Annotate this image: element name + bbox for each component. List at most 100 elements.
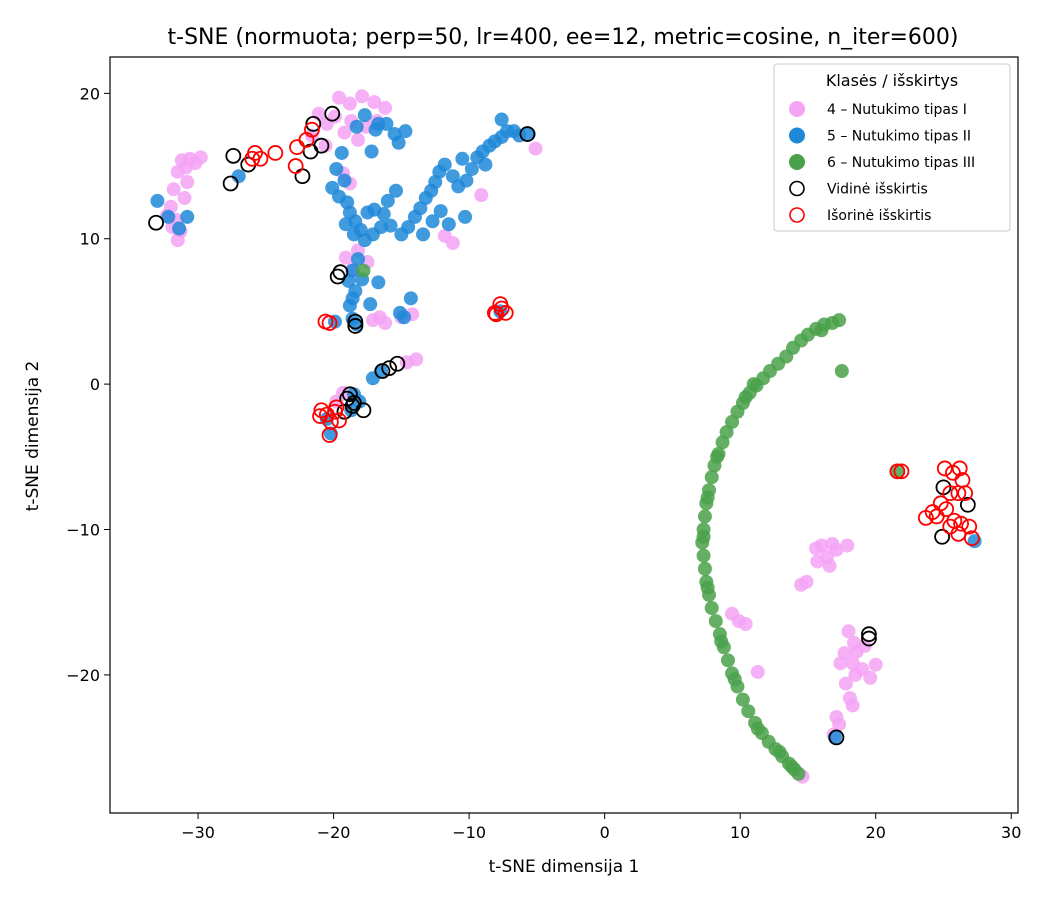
data-point bbox=[700, 490, 715, 505]
data-point bbox=[700, 580, 715, 595]
data-point bbox=[161, 209, 176, 224]
legend-label: Išorinė išskirtis bbox=[827, 208, 931, 224]
data-point bbox=[727, 672, 742, 687]
data-point bbox=[371, 116, 386, 131]
outlier-ring bbox=[324, 105, 341, 122]
data-point bbox=[458, 209, 473, 224]
series-6 bbox=[356, 263, 905, 781]
legend-marker bbox=[789, 180, 805, 197]
outlier-ring bbox=[936, 460, 953, 477]
data-point bbox=[822, 558, 837, 573]
data-point bbox=[868, 657, 883, 672]
outlier-ring bbox=[932, 495, 949, 512]
legend-entry: 5 – Nutukimo tipas II bbox=[789, 127, 971, 145]
data-point bbox=[334, 145, 349, 160]
outlier-ring bbox=[389, 355, 406, 372]
data-point bbox=[383, 218, 398, 233]
data-point bbox=[355, 89, 370, 104]
data-point bbox=[180, 175, 195, 190]
outlier-ring bbox=[328, 399, 345, 416]
outlier-ring bbox=[861, 630, 877, 647]
outlier-ring bbox=[321, 315, 338, 331]
outlier-ring bbox=[861, 626, 877, 643]
outlier-ring bbox=[889, 463, 906, 480]
legend-entry: Vidinė išskirtis bbox=[789, 180, 928, 198]
data-point bbox=[521, 127, 536, 142]
x-tick-label: 10 bbox=[730, 823, 750, 842]
outlier-ring bbox=[267, 145, 284, 161]
data-point bbox=[351, 252, 366, 267]
outlier-ring bbox=[355, 402, 372, 419]
data-point bbox=[170, 233, 185, 248]
outlier-ring bbox=[347, 318, 364, 334]
x-tick-label: 30 bbox=[1001, 823, 1021, 842]
data-point bbox=[356, 263, 371, 278]
data-point bbox=[838, 676, 853, 691]
y-axis-label: t-SNE dimensija 2 bbox=[23, 361, 43, 512]
data-point bbox=[363, 297, 378, 312]
data-point bbox=[845, 698, 860, 713]
legend-marker bbox=[789, 127, 805, 144]
outlier-ring bbox=[934, 528, 951, 545]
outlier-ring bbox=[964, 530, 980, 547]
legend-entry: 6 – Nutukimo tipas III bbox=[789, 154, 975, 171]
data-point bbox=[455, 151, 470, 166]
data-point bbox=[474, 188, 489, 203]
data-point bbox=[177, 191, 192, 206]
data-point bbox=[338, 217, 353, 232]
outlier-ring bbox=[344, 398, 361, 414]
data-point bbox=[810, 554, 825, 569]
data-point bbox=[397, 310, 412, 325]
legend-title: Klasės / išskirtys bbox=[826, 71, 958, 90]
data-point bbox=[814, 538, 829, 553]
outlier-ring bbox=[959, 496, 976, 513]
outlier-ring bbox=[381, 360, 398, 377]
data-point bbox=[172, 221, 187, 236]
data-point bbox=[829, 542, 844, 557]
outlier-ring bbox=[953, 515, 969, 532]
legend-marker bbox=[789, 207, 805, 223]
data-point bbox=[367, 95, 382, 110]
data-point bbox=[380, 193, 395, 208]
data-point bbox=[704, 470, 719, 485]
chart-title: t-SNE (normuota; perp=50, lr=400, ee=12,… bbox=[168, 25, 959, 50]
data-point bbox=[834, 364, 849, 379]
data-point bbox=[337, 125, 352, 140]
legend-label: Vidinė išskirtis bbox=[827, 182, 928, 198]
outlier-ring bbox=[305, 115, 322, 132]
x-axis: −30 −20 −10 0 10 20 30 bbox=[181, 813, 1021, 842]
x-tick-label: −30 bbox=[181, 823, 215, 842]
outlier-ring bbox=[942, 518, 959, 535]
data-point bbox=[720, 653, 735, 668]
outlier-ring bbox=[928, 508, 945, 525]
data-point bbox=[708, 614, 723, 629]
data-point bbox=[750, 664, 765, 679]
outlier-ring bbox=[347, 313, 364, 330]
data-point bbox=[338, 250, 353, 265]
data-point bbox=[697, 509, 712, 524]
data-point bbox=[750, 721, 765, 736]
data-point bbox=[833, 656, 848, 671]
legend-frame bbox=[773, 63, 1011, 232]
outlier-ring bbox=[519, 126, 536, 142]
data-point bbox=[342, 96, 357, 111]
x-tick-label: −20 bbox=[317, 823, 351, 842]
legend-label: 5 – Nutukimo tipas II bbox=[827, 129, 971, 145]
outlier-ring bbox=[225, 147, 242, 164]
data-point bbox=[398, 124, 413, 139]
data-point bbox=[337, 173, 352, 188]
data-point bbox=[364, 144, 379, 159]
data-point bbox=[459, 173, 474, 188]
inner-outliers bbox=[148, 105, 976, 746]
data-point bbox=[401, 220, 416, 235]
outer-outliers bbox=[244, 121, 980, 547]
data-point bbox=[464, 161, 479, 176]
data-point bbox=[741, 704, 756, 719]
outlier-ring bbox=[488, 306, 505, 323]
data-point bbox=[697, 561, 712, 576]
outlier-ring bbox=[321, 427, 338, 443]
outlier-ring bbox=[917, 509, 934, 526]
data-point bbox=[374, 364, 389, 379]
data-point bbox=[714, 634, 729, 649]
data-point bbox=[437, 157, 452, 172]
